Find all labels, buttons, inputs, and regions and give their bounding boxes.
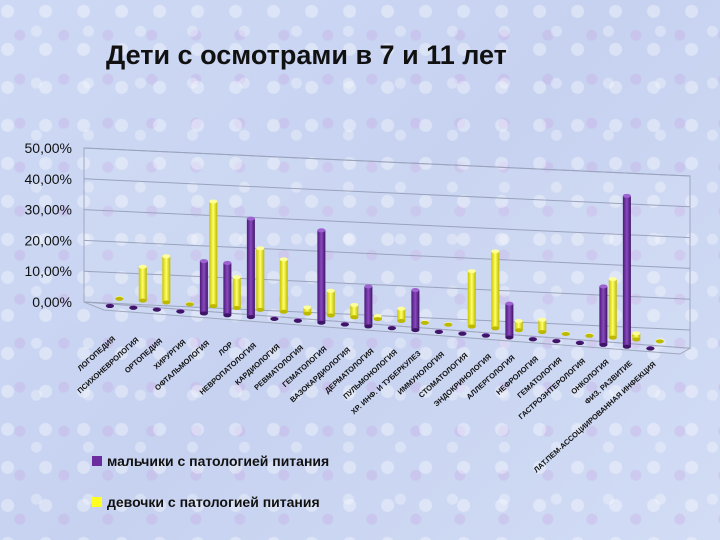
legend-item-girls: девочки с патологией питания	[92, 494, 320, 510]
bar-girls-10	[350, 302, 359, 320]
bar-girls-8	[303, 305, 312, 316]
bar-girls-3	[185, 301, 194, 307]
bar-girls-6	[256, 246, 265, 312]
bar-boys-21	[599, 284, 608, 347]
chart-gridlines	[83, 147, 691, 331]
bar-boys-10	[340, 321, 349, 327]
bar-boys-18	[528, 336, 537, 342]
bar-girls-19	[561, 331, 570, 336]
gridline	[83, 147, 691, 177]
legend-item-boys: мальчики с патологией питания	[92, 453, 329, 469]
chart-bars	[105, 193, 664, 351]
bar-girls-20	[585, 333, 594, 338]
y-tick-label: 40,00%	[25, 171, 72, 187]
bar-girls-0	[115, 296, 124, 301]
bar-boys-6	[246, 216, 255, 320]
bar-girls-7	[279, 257, 288, 314]
bar-boys-3	[176, 308, 185, 314]
bar-boys-22	[622, 193, 631, 349]
bar-girls-2	[162, 254, 171, 305]
bar-girls-15	[467, 269, 476, 329]
bar-boys-20	[575, 340, 584, 346]
bar-boys-19	[552, 338, 561, 344]
bar-girls-4	[209, 199, 218, 309]
gridline	[83, 178, 691, 208]
bar-boys-9	[317, 228, 326, 325]
bar-boys-17	[505, 301, 514, 340]
bar-boys-8	[293, 318, 302, 323]
bar-girls-22	[632, 331, 641, 342]
chart-walls	[83, 147, 692, 355]
bar-boys-11	[364, 284, 373, 329]
bar-girls-5	[232, 275, 241, 311]
bar-boys-15	[458, 331, 467, 336]
legend-label-boys: мальчики с патологией питания	[107, 453, 330, 469]
bar-girls-14	[444, 322, 453, 327]
chart-title: Дети с осмотрами в 7 и 11 лет	[106, 40, 507, 70]
gridline	[83, 270, 691, 300]
bar-boys-2	[152, 307, 161, 312]
y-tick-label: 0,00%	[32, 294, 72, 310]
bar-boys-12	[387, 325, 396, 331]
bar-girls-1	[138, 264, 147, 303]
bar-boys-13	[411, 288, 420, 333]
bar-girls-21	[608, 277, 617, 340]
x-tick-label: ЛОР	[217, 340, 235, 357]
bar-boys-23	[646, 345, 655, 351]
bar-girls-17	[514, 319, 523, 333]
gridline	[83, 301, 691, 331]
bar-boys-14	[434, 329, 443, 334]
bar-boys-1	[129, 305, 138, 310]
y-tick-label: 20,00%	[25, 232, 72, 248]
bar-boys-0	[105, 303, 114, 309]
y-tick-label: 10,00%	[25, 263, 72, 279]
bar-girls-12	[397, 306, 406, 323]
chart-back-wall	[83, 147, 691, 349]
gridline	[83, 239, 691, 269]
gridline	[83, 209, 691, 239]
bar-boys-4	[199, 259, 208, 316]
bar-girls-11	[373, 314, 382, 322]
legend-label-girls: девочки с патологией питания	[107, 494, 320, 510]
chart-floor	[83, 301, 692, 355]
legend-swatch-boys	[92, 456, 102, 466]
bar-boys-16	[481, 333, 490, 338]
bar-girls-16	[491, 249, 500, 331]
bar-boys-5	[223, 260, 232, 318]
bar-girls-13	[420, 320, 429, 325]
bar-girls-23	[655, 338, 664, 344]
bar-girls-18	[538, 317, 547, 335]
legend-swatch-girls	[92, 497, 102, 507]
bar-girls-9	[326, 288, 335, 318]
y-tick-label: 50,00%	[25, 140, 72, 156]
bar-boys-7	[270, 316, 279, 321]
y-axis-ticks: 0,00% 10,00% 20,00% 30,00% 40,00% 50,00%	[25, 140, 72, 310]
y-tick-label: 30,00%	[25, 202, 72, 218]
